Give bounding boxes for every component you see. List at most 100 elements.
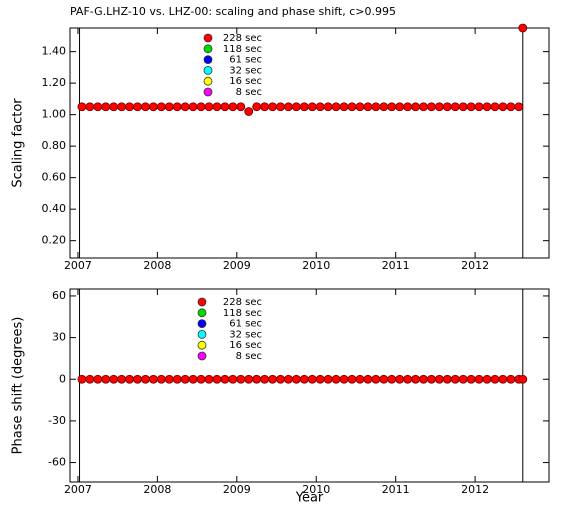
- plot-frame: [69, 288, 550, 483]
- legend-marker: [203, 76, 213, 86]
- data-point: [212, 102, 222, 112]
- data-point: [156, 374, 166, 384]
- legend-marker: [203, 44, 213, 54]
- data-point: [419, 374, 428, 384]
- x-tick-label: 2007: [64, 483, 92, 496]
- data-point: [419, 102, 428, 112]
- data-point: [125, 102, 134, 112]
- legend-label: 8 sec: [236, 351, 262, 362]
- data-point: [411, 102, 420, 112]
- data-point: [204, 102, 214, 112]
- legend-marker: [197, 308, 207, 318]
- data-point: [141, 374, 150, 384]
- data-point: [379, 102, 389, 112]
- data-point: [284, 374, 293, 384]
- data-point: [133, 102, 142, 112]
- legend-marker: [203, 66, 213, 75]
- legend-marker: [203, 55, 213, 64]
- data-point: [204, 374, 214, 384]
- data-point: [347, 102, 357, 112]
- data-point: [427, 374, 436, 384]
- data-point: [518, 23, 528, 33]
- data-point: [331, 102, 341, 112]
- data-point: [514, 102, 524, 112]
- data-point: [291, 374, 301, 384]
- data-point: [77, 374, 87, 384]
- y-tick-label: 30: [52, 331, 66, 344]
- data-point: [506, 374, 516, 384]
- data-point: [109, 374, 119, 384]
- data-point: [196, 102, 206, 112]
- data-point: [268, 374, 277, 384]
- data-point: [355, 374, 365, 384]
- data-point: [291, 102, 301, 112]
- data-point: [395, 374, 405, 384]
- data-point: [156, 102, 166, 112]
- data-point: [450, 374, 460, 384]
- x-tick-label: 2011: [382, 259, 410, 272]
- data-point: [228, 102, 238, 112]
- data-point: [490, 374, 500, 384]
- data-point: [490, 102, 500, 112]
- data-point: [315, 374, 325, 384]
- data-point: [442, 374, 452, 384]
- data-point: [458, 102, 468, 112]
- data-point: [109, 102, 119, 112]
- legend-marker: [197, 340, 207, 350]
- legend-label: 61 sec: [229, 319, 262, 330]
- y-tick-label: 0: [59, 372, 66, 385]
- y-axis-label: Phase shift (degrees): [11, 317, 26, 455]
- data-point: [125, 374, 134, 384]
- data-point: [220, 374, 230, 384]
- data-point: [220, 102, 230, 112]
- y-tick-label: 0.40: [42, 202, 67, 215]
- data-point: [474, 374, 484, 384]
- data-point: [315, 102, 325, 112]
- data-point: [164, 374, 174, 384]
- legend-label: 61 sec: [229, 55, 262, 66]
- data-point: [101, 374, 111, 384]
- legend-marker: [197, 297, 207, 307]
- x-tick-label: 2012: [461, 483, 489, 496]
- chart-title: PAF-G.LHZ-10 vs. LHZ-00: scaling and pha…: [70, 5, 396, 18]
- x-tick-label: 2007: [64, 259, 92, 272]
- data-point: [188, 102, 198, 112]
- data-point: [117, 374, 127, 384]
- data-point: [188, 374, 198, 384]
- data-point: [482, 102, 492, 112]
- legend-marker: [203, 33, 213, 43]
- data-point: [395, 102, 405, 112]
- data-point: [93, 102, 103, 112]
- data-point: [450, 102, 460, 112]
- data-point: [93, 374, 103, 384]
- data-point: [236, 374, 246, 384]
- data-point: [101, 102, 111, 112]
- y-tick-label: 0.80: [42, 139, 67, 152]
- data-point: [371, 102, 381, 112]
- data-point: [299, 102, 309, 112]
- data-point: [172, 102, 182, 112]
- data-point: [458, 374, 468, 384]
- data-point: [299, 374, 309, 384]
- x-tick-label: 2012: [461, 259, 489, 272]
- legend-label: 32 sec: [229, 329, 262, 340]
- data-point: [323, 374, 333, 384]
- y-tick-label: 0.60: [42, 171, 67, 184]
- data-point: [244, 374, 254, 384]
- x-tick-label: 2011: [382, 483, 410, 496]
- data-point: [149, 374, 158, 384]
- y-tick-label: 0.20: [42, 234, 67, 247]
- data-point: [228, 374, 238, 384]
- data-point: [323, 102, 333, 112]
- data-point: [252, 374, 262, 384]
- data-point: [117, 102, 127, 112]
- data-point: [363, 374, 373, 384]
- legend-label: 228 sec: [223, 297, 262, 308]
- legend-marker: [197, 319, 207, 329]
- data-point: [85, 102, 95, 112]
- data-point: [276, 374, 285, 384]
- data-point: [339, 374, 349, 384]
- data-point: [268, 102, 277, 112]
- data-point: [141, 102, 150, 112]
- data-point: [442, 102, 452, 112]
